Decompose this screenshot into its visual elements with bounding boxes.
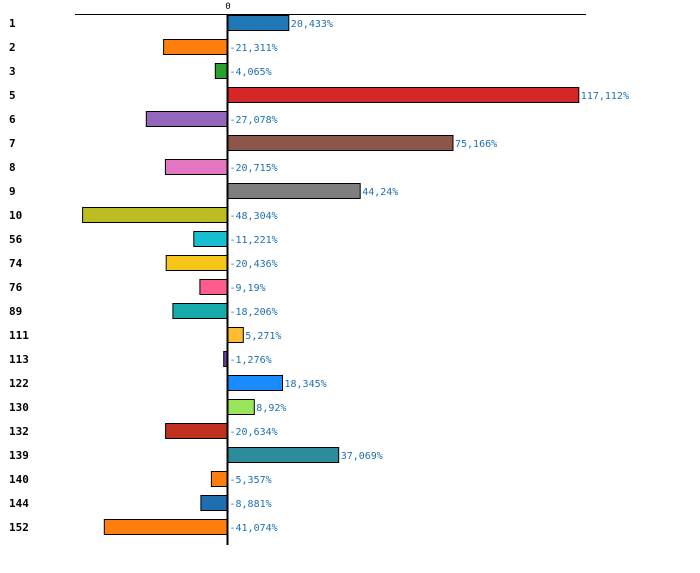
value-label-74: -20,436% bbox=[230, 259, 278, 270]
category-label-130: 130 bbox=[9, 401, 29, 414]
value-label-132: -20,634% bbox=[230, 427, 278, 438]
bar-122 bbox=[227, 375, 283, 391]
bar-6 bbox=[145, 111, 228, 127]
value-label-76: -9,19% bbox=[230, 283, 266, 294]
category-label-122: 122 bbox=[9, 377, 29, 390]
value-label-8: -20,715% bbox=[230, 163, 278, 174]
category-label-144: 144 bbox=[9, 497, 29, 510]
value-label-2: -21,311% bbox=[230, 43, 278, 54]
value-label-122: 18,345% bbox=[285, 379, 327, 390]
category-label-152: 152 bbox=[9, 521, 29, 534]
bar-7 bbox=[227, 135, 454, 151]
category-label-113: 113 bbox=[9, 353, 29, 366]
bar-152 bbox=[103, 519, 228, 535]
bar-8 bbox=[164, 159, 228, 175]
category-label-6: 6 bbox=[9, 113, 16, 126]
value-label-6: -27,078% bbox=[230, 115, 278, 126]
value-label-89: -18,206% bbox=[230, 307, 278, 318]
value-label-139: 37,069% bbox=[341, 451, 383, 462]
value-label-140: -5,357% bbox=[230, 475, 272, 486]
bar-76 bbox=[199, 279, 228, 295]
bar-9 bbox=[227, 183, 361, 199]
value-label-130: 8,92% bbox=[256, 403, 286, 414]
value-label-1: 20,433% bbox=[291, 19, 333, 30]
category-label-5: 5 bbox=[9, 89, 16, 102]
category-label-7: 7 bbox=[9, 137, 16, 150]
bar-74 bbox=[165, 255, 228, 271]
value-label-10: -48,304% bbox=[230, 211, 278, 222]
category-label-9: 9 bbox=[9, 185, 16, 198]
bar-56 bbox=[193, 231, 229, 247]
category-label-76: 76 bbox=[9, 281, 23, 294]
value-label-113: -1,276% bbox=[230, 355, 272, 366]
category-label-8: 8 bbox=[9, 161, 16, 174]
value-label-9: 44,24% bbox=[362, 187, 398, 198]
bar-1 bbox=[227, 15, 290, 31]
value-label-152: -41,074% bbox=[230, 523, 278, 534]
category-label-3: 3 bbox=[9, 65, 16, 78]
category-label-10: 10 bbox=[9, 209, 22, 222]
category-label-2: 2 bbox=[9, 41, 16, 54]
value-label-144: -8,881% bbox=[230, 499, 272, 510]
bar-3 bbox=[214, 63, 229, 79]
bar-5 bbox=[227, 87, 580, 103]
value-label-111: 5,271% bbox=[245, 331, 281, 342]
category-label-140: 140 bbox=[9, 473, 29, 486]
bar-130 bbox=[227, 399, 255, 415]
category-label-1: 1 bbox=[9, 17, 16, 30]
category-label-132: 132 bbox=[9, 425, 29, 438]
bar-111 bbox=[227, 327, 244, 343]
value-label-5: 117,112% bbox=[581, 91, 629, 102]
category-label-56: 56 bbox=[9, 233, 23, 246]
value-label-7: 75,166% bbox=[455, 139, 497, 150]
category-label-111: 111 bbox=[9, 329, 29, 342]
category-label-139: 139 bbox=[9, 449, 29, 462]
value-label-56: -11,221% bbox=[230, 235, 278, 246]
bar-2 bbox=[163, 39, 229, 55]
category-label-74: 74 bbox=[9, 257, 23, 270]
x-tick-label-0: 0 bbox=[225, 2, 230, 12]
bar-10 bbox=[82, 207, 228, 223]
bar-139 bbox=[227, 447, 340, 463]
bar-89 bbox=[172, 303, 228, 319]
bar-140 bbox=[210, 471, 228, 487]
value-label-3: -4,065% bbox=[230, 67, 272, 78]
bar-132 bbox=[165, 423, 229, 439]
bar-144 bbox=[200, 495, 228, 511]
category-label-89: 89 bbox=[9, 305, 22, 318]
